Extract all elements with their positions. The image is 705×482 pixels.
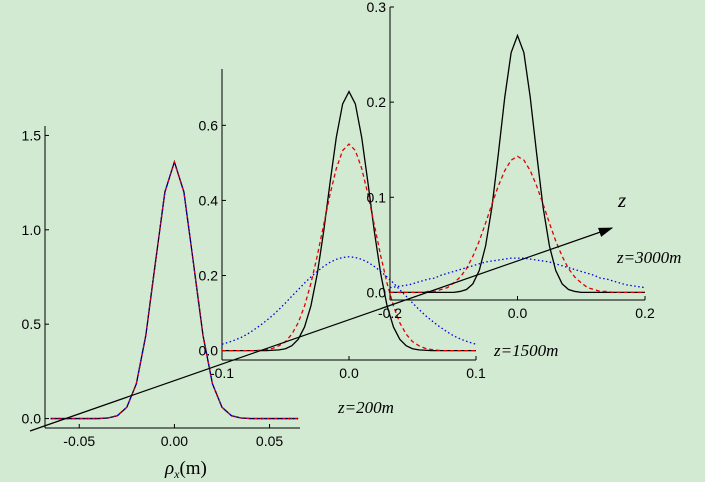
annotation: z=3000m	[616, 248, 681, 267]
series-line	[222, 90, 476, 352]
x-tick-label: 0.00	[161, 433, 188, 449]
series-line	[390, 33, 645, 294]
y-tick-label: 0.1	[367, 189, 387, 205]
y-tick-label: 0.5	[22, 316, 42, 332]
annotation: z=1500m	[493, 341, 558, 360]
y-tick-label: 0.3	[367, 0, 387, 15]
x-tick-label: 0.1	[466, 365, 486, 381]
y-tick-label: 0.0	[199, 343, 219, 359]
x-tick-label: 0.0	[508, 305, 528, 321]
series-line	[50, 159, 299, 420]
series-line	[389, 257, 646, 289]
x-tick-label: -0.2	[378, 305, 402, 321]
y-tick-label: 0.4	[199, 192, 219, 208]
x-label-symbol: ρ	[164, 458, 174, 479]
x-label-subscript: x	[173, 467, 180, 481]
x-tick-label: 0.05	[256, 433, 283, 449]
y-tick-label: 1.0	[22, 222, 42, 238]
series-line	[390, 155, 645, 294]
x-label-unit: (m)	[179, 458, 206, 479]
x-tick-label: 0.2	[635, 305, 655, 321]
y-tick-label: 0.0	[22, 411, 42, 427]
y-tick-label: 0.2	[367, 94, 387, 110]
arrow-label: z	[617, 188, 626, 212]
y-tick-label: 0.6	[199, 117, 219, 133]
x-tick-label: -0.05	[63, 433, 95, 449]
x-tick-label: 0.0	[339, 365, 359, 381]
y-tick-label: 0.0	[367, 284, 387, 300]
z-arrow	[29, 227, 614, 432]
x-tick-label: -0.1	[210, 365, 234, 381]
annotation: z=200m	[337, 398, 394, 417]
y-tick-label: 1.5	[22, 127, 42, 143]
x-axis-label: ρx(m)	[164, 458, 207, 481]
y-tick-label: 0.2	[199, 268, 219, 284]
series-line	[221, 256, 477, 345]
series-line	[50, 159, 299, 420]
